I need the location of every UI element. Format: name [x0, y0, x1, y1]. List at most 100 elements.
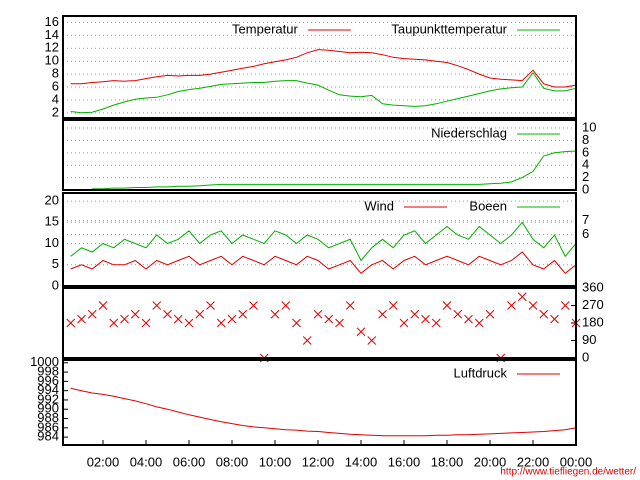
y-tick-label: 996: [37, 373, 59, 388]
marker: [87, 309, 97, 319]
x-tick-label: 06:00: [173, 454, 206, 469]
x-tick-label: 04:00: [130, 454, 163, 469]
marker: [120, 314, 129, 324]
y-tick-label: 994: [37, 382, 59, 397]
marker: [216, 318, 226, 328]
y-tick-label: 990: [37, 401, 59, 416]
plot-frame: [62, 287, 577, 359]
marker: [130, 309, 140, 319]
y-tick-label: 270: [582, 297, 604, 312]
x-tick-label: 22:00: [517, 454, 550, 469]
y-tick-label: 988: [37, 410, 59, 425]
marker: [421, 314, 430, 324]
marker: [195, 309, 205, 319]
marker: [410, 309, 420, 319]
marker: [474, 318, 484, 328]
marker: [227, 314, 237, 324]
footer-link[interactable]: http://www.tiefliegen.de/wetter/: [500, 467, 636, 478]
y-tick-label: 8: [582, 132, 589, 147]
x-tick-label: 16:00: [388, 454, 421, 469]
legend-label: Temperatur: [232, 21, 298, 36]
marker: [77, 314, 86, 324]
marker: [249, 301, 258, 310]
y-tick-label: 2: [52, 104, 59, 119]
line: [70, 387, 577, 437]
line: [92, 150, 577, 190]
plot-frame: [62, 119, 577, 191]
y-tick-label: 7: [582, 212, 589, 227]
marker: [507, 301, 516, 310]
marker: [109, 318, 119, 328]
y-tick-label: 984: [37, 429, 59, 444]
legend-label: Luftdruck: [454, 365, 508, 380]
x-tick-label: 00:00: [560, 454, 593, 469]
marker: [528, 301, 538, 310]
line: [70, 251, 577, 274]
y-tick-label: 16: [45, 14, 59, 29]
marker: [367, 336, 377, 345]
marker: [152, 301, 162, 310]
y-tick-label: 4: [582, 157, 589, 172]
marker: [464, 314, 473, 324]
plot-frame: [62, 192, 577, 287]
marker: [173, 314, 183, 324]
y-tick-label: 0: [582, 349, 589, 364]
y-tick-label: 4: [52, 91, 59, 106]
marker: [335, 318, 344, 328]
plot-frame: [62, 359, 577, 446]
y-tick-label: 360: [582, 279, 604, 294]
line: [70, 49, 577, 88]
x-tick-label: 08:00: [216, 454, 249, 469]
x-tick-label: 10:00: [259, 454, 292, 469]
marker: [442, 301, 452, 310]
marker: [66, 318, 76, 328]
marker: [345, 301, 355, 310]
marker: [270, 309, 280, 319]
x-tick-label: 02:00: [87, 454, 120, 469]
x-tick-label: 12:00: [302, 454, 335, 469]
marker: [184, 318, 194, 328]
y-tick-label: 992: [37, 391, 59, 406]
marker: [98, 301, 108, 310]
y-tick-label: 10: [45, 235, 59, 250]
marker: [550, 314, 559, 324]
x-tick-label: 18:00: [431, 454, 464, 469]
marker: [281, 301, 291, 310]
line: [70, 71, 577, 114]
marker: [539, 309, 549, 319]
marker: [356, 327, 366, 337]
y-tick-label: 6: [582, 144, 589, 159]
plot-frame: [62, 15, 577, 119]
y-tick-label: 10: [582, 119, 596, 134]
marker: [238, 309, 248, 319]
legend-label: Boeen: [469, 198, 507, 213]
y-tick-label: 8: [52, 66, 59, 81]
marker: [141, 318, 151, 328]
legend-label: Wind: [364, 198, 394, 213]
legend-label: Taupunkttemperatur: [391, 21, 507, 36]
marker: [324, 314, 334, 324]
line: [70, 221, 577, 262]
y-tick-label: 5: [52, 256, 59, 271]
marker: [399, 318, 409, 328]
marker: [163, 309, 172, 319]
marker: [302, 336, 312, 345]
marker: [431, 318, 441, 328]
legend-label: Niederschlag: [431, 125, 507, 140]
y-tick-label: 12: [45, 40, 59, 55]
marker: [292, 318, 301, 328]
y-tick-label: 10: [45, 53, 59, 68]
y-tick-label: 6: [582, 226, 589, 241]
y-tick-label: 90: [582, 332, 596, 347]
y-tick-label: 1000: [30, 354, 59, 369]
marker: [453, 309, 463, 319]
y-tick-label: 20: [45, 193, 59, 208]
marker: [206, 301, 215, 310]
y-tick-label: 2: [582, 169, 589, 184]
y-tick-label: 0: [52, 277, 59, 292]
x-tick-label: 20:00: [474, 454, 507, 469]
y-tick-label: 998: [37, 364, 59, 379]
y-tick-label: 15: [45, 214, 59, 229]
y-tick-label: 6: [52, 78, 59, 93]
